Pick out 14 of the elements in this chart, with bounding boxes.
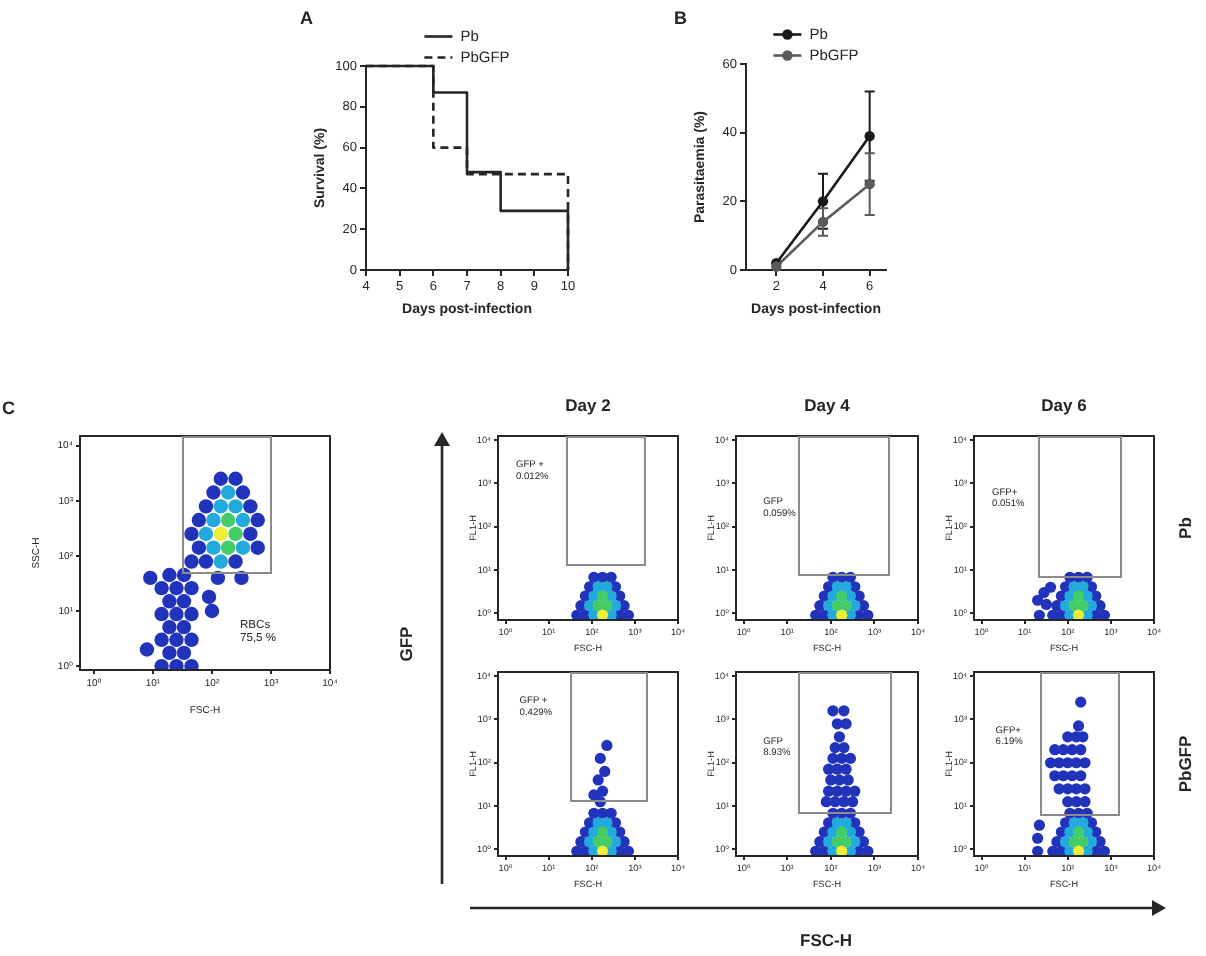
point <box>817 196 829 207</box>
chart-title: Day 2 <box>565 395 612 416</box>
y2-axis-title: Pb <box>1174 517 1195 539</box>
point <box>864 178 875 190</box>
y2-axis-title: PbGFP <box>1174 735 1195 793</box>
chart-title: Day 4 <box>804 395 851 416</box>
point <box>864 130 875 142</box>
text: FSC-H <box>800 929 852 950</box>
chart-title: Day 6 <box>1041 395 1088 416</box>
chart-title: C <box>2 397 16 418</box>
chart-title: B <box>674 7 688 28</box>
chart-title: A <box>300 7 314 28</box>
point <box>817 216 829 228</box>
text: GFP <box>395 626 416 662</box>
